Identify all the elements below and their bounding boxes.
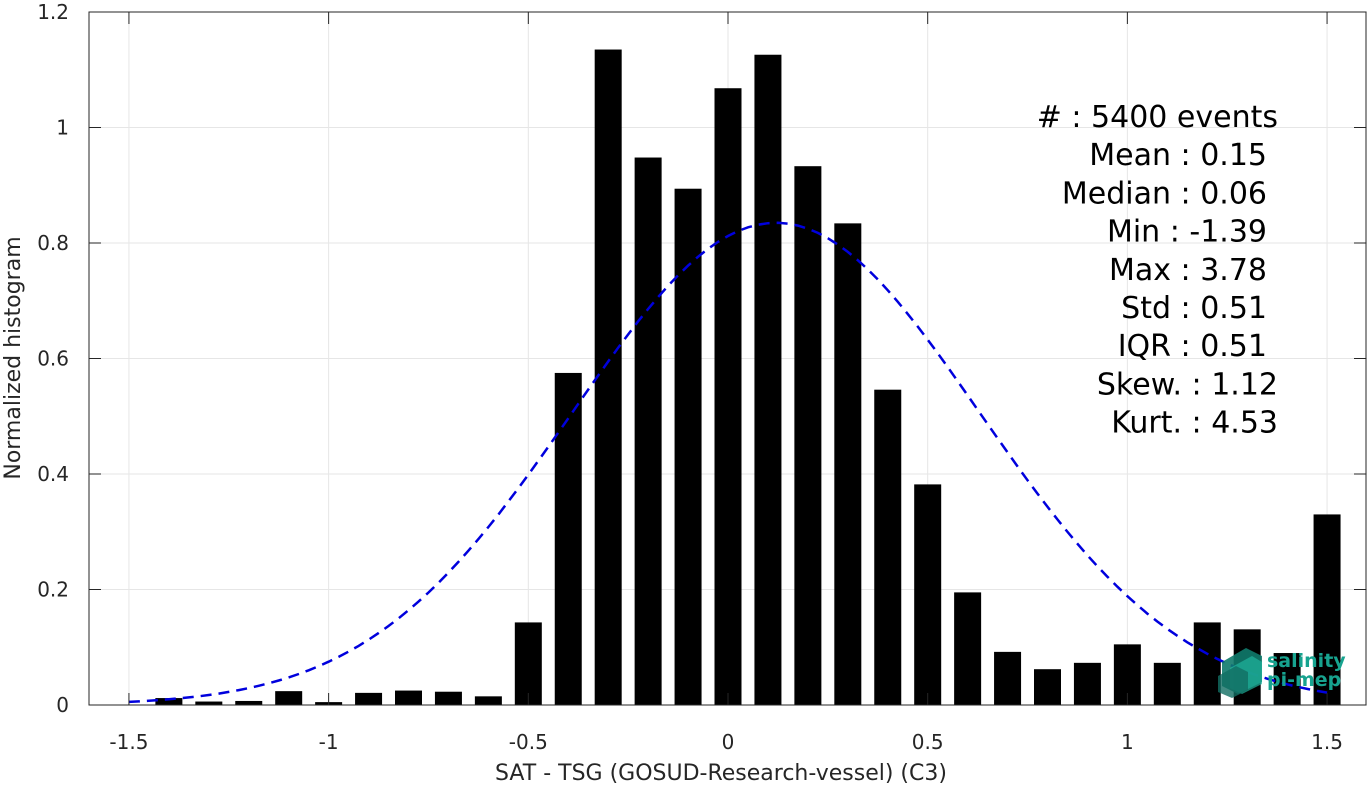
histogram-bar (155, 698, 183, 705)
histogram-bar (954, 592, 982, 705)
logo-line-1: salinity (1267, 650, 1346, 672)
histogram-bar (235, 700, 263, 705)
histogram-bar (1073, 662, 1101, 705)
x-tick-label: 1 (1121, 730, 1134, 754)
stat-line: Skew. : 1.12 (1097, 367, 1278, 402)
histogram-bar (994, 651, 1022, 705)
y-tick-label: 1 (56, 116, 69, 140)
histogram-bar (514, 622, 542, 705)
stat-line: # : 5400 events (1037, 100, 1278, 135)
stat-line: Min : -1.39 (1107, 215, 1267, 250)
stat-line: Median : 0.06 (1062, 176, 1267, 211)
histogram-bar (754, 54, 782, 706)
normal-fit-curve (128, 221, 1328, 704)
histogram-bar (1034, 669, 1061, 705)
histogram-bar (874, 389, 902, 705)
stat-line: Mean : 0.15 (1089, 138, 1267, 173)
y-tick-label: 1.2 (37, 0, 69, 24)
x-tick-label: -1 (319, 730, 339, 754)
histogram-bar (395, 690, 422, 705)
histogram-bar (634, 157, 662, 705)
x-axis-label: SAT - TSG (GOSUD-Research-vessel) (C3) (495, 761, 947, 785)
histogram-bar (714, 88, 742, 706)
salinity-pi-mep-logo: salinity pi-mep (1218, 648, 1346, 698)
histogram-bar (275, 691, 303, 705)
logo-line-2: pi-mep (1267, 669, 1341, 691)
x-tick-label: -1.5 (109, 730, 148, 754)
y-tick-label: 0.8 (37, 231, 69, 255)
histogram-bar (195, 701, 223, 705)
histogram-bar (1313, 514, 1341, 705)
x-tick-label: 1.5 (1311, 730, 1343, 754)
y-axis-label: Normalized histogram (1, 236, 26, 479)
histogram-bar (1273, 653, 1301, 705)
histogram-bar (794, 166, 822, 705)
y-tick-label: 0.4 (37, 462, 69, 486)
salinity-logo-icon (1218, 648, 1262, 698)
stat-line: IQR : 0.51 (1118, 329, 1267, 364)
histogram-bar (594, 49, 622, 706)
histogram-bar (554, 372, 582, 705)
stat-line: Kurt. : 4.53 (1111, 406, 1278, 441)
stat-line: Std : 0.51 (1121, 291, 1267, 326)
x-tick-label: -0.5 (509, 730, 548, 754)
histogram-bar (474, 696, 502, 705)
histogram-bar (434, 691, 462, 705)
histogram-bar (1193, 622, 1221, 705)
x-axis-ticks: -1.5 -1 -0.5 0 0.5 1 1.5 (109, 12, 1343, 754)
histogram-bar (834, 223, 862, 706)
y-tick-label: 0 (56, 693, 69, 717)
histogram-bar (674, 188, 702, 706)
histogram-bars (155, 49, 1341, 706)
y-tick-label: 0.2 (37, 578, 69, 602)
stat-line: Max : 3.78 (1109, 253, 1267, 288)
x-tick-label: 0 (722, 730, 735, 754)
histogram-bar (1153, 662, 1181, 705)
y-tick-label: 0.6 (37, 347, 69, 371)
x-tick-label: 0.5 (912, 730, 944, 754)
histogram-bar (914, 484, 942, 705)
histogram-bar (355, 692, 383, 705)
y-axis-ticks: 0 0.2 0.4 0.6 0.8 1 1.2 (37, 0, 1366, 717)
